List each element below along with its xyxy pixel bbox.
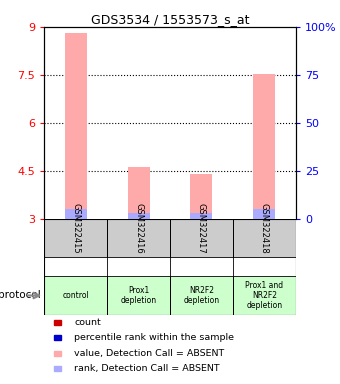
Text: NR2F2
depletion: NR2F2 depletion	[183, 286, 220, 305]
Bar	[190, 174, 212, 219]
Text: control: control	[62, 291, 89, 300]
Bar	[128, 167, 150, 219]
Text: GSM322415: GSM322415	[71, 203, 80, 254]
Text: GSM322417: GSM322417	[197, 203, 206, 254]
Text: GSM322416: GSM322416	[134, 203, 143, 254]
Bar	[128, 213, 150, 219]
Text: percentile rank within the sample: percentile rank within the sample	[74, 333, 234, 342]
Bar	[65, 33, 87, 219]
Bar	[54, 366, 61, 371]
Bar	[107, 200, 170, 257]
Title: GDS3534 / 1553573_s_at: GDS3534 / 1553573_s_at	[91, 13, 249, 26]
Bar	[107, 276, 170, 314]
Bar	[65, 209, 87, 219]
Bar	[54, 320, 61, 325]
Text: count: count	[74, 318, 101, 327]
Text: GSM322418: GSM322418	[260, 203, 269, 254]
Bar	[190, 213, 212, 219]
Bar	[233, 200, 296, 257]
Bar	[170, 200, 233, 257]
Bar	[253, 209, 275, 219]
Bar	[233, 276, 296, 314]
Text: Prox1
depletion: Prox1 depletion	[120, 286, 157, 305]
Text: Prox1 and
NR2F2
depletion: Prox1 and NR2F2 depletion	[245, 281, 284, 310]
Bar	[253, 74, 275, 219]
Bar	[44, 276, 107, 314]
Text: value, Detection Call = ABSENT: value, Detection Call = ABSENT	[74, 349, 225, 358]
Bar	[44, 200, 107, 257]
Text: protocol: protocol	[0, 290, 41, 301]
Bar	[170, 276, 233, 314]
Bar	[54, 351, 61, 356]
Text: rank, Detection Call = ABSENT: rank, Detection Call = ABSENT	[74, 364, 220, 373]
Bar	[54, 335, 61, 340]
